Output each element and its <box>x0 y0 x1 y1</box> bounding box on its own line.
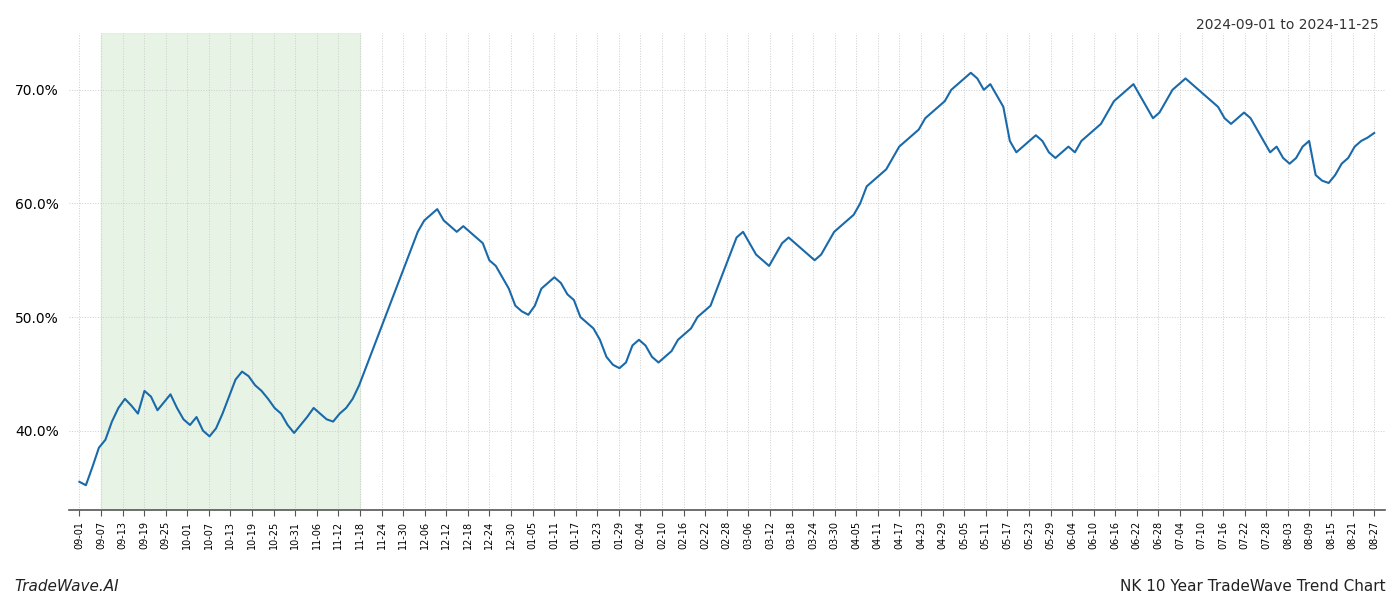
Text: TradeWave.AI: TradeWave.AI <box>14 579 119 594</box>
Text: NK 10 Year TradeWave Trend Chart: NK 10 Year TradeWave Trend Chart <box>1120 579 1386 594</box>
Bar <box>101 33 360 510</box>
Text: 2024-09-01 to 2024-11-25: 2024-09-01 to 2024-11-25 <box>1196 18 1379 32</box>
